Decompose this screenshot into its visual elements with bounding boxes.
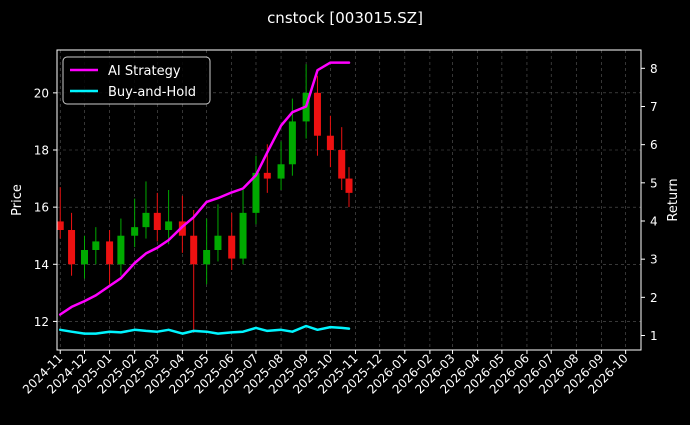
y-right-tick-label: 7 [650,100,658,114]
price-candle-body [178,221,186,236]
price-candle-body [106,241,114,265]
ai-strategy-line [58,61,351,316]
price-candle-body [92,241,100,250]
legend-label-buy-and-hold: Buy-and-Hold [108,85,196,100]
price-candle-body [131,227,139,236]
legend: AI Strategy Buy-and-Hold [62,56,211,105]
price-candle-body [117,235,125,265]
y-axis-right: 1 2 3 4 5 6 7 8 [641,62,658,343]
candle-layer [56,64,353,333]
price-candle-body [263,172,271,179]
plot-frame [56,49,642,351]
y-left-tick-label: 20 [34,86,49,100]
y-right-tick-label: 1 [650,329,658,343]
price-candle-body [277,164,285,179]
price-candle-body [203,250,211,265]
price-candle-body [252,172,260,213]
price-candle-body [214,235,222,250]
price-candle-body [190,235,198,265]
y-axis-left: 12 14 16 18 20 [34,86,57,329]
price-candle-body [81,250,89,265]
price-candle-body [228,235,236,259]
y-right-tick-label: 3 [650,253,658,267]
price-candle-body [338,150,346,179]
series-layer [58,61,351,335]
buy-and-hold-line [58,324,351,335]
price-candle-body [153,212,161,230]
price-candle-body [68,230,76,265]
y-left-tick-label: 14 [34,258,49,272]
y-left-tick-label: 18 [34,144,49,158]
y-right-tick-label: 4 [650,214,658,228]
y-left-tick-label: 16 [34,201,49,215]
y-right-tick-label: 5 [650,176,658,190]
y-right-tick-label: 8 [650,62,658,76]
y-right-tick-label: 6 [650,138,658,152]
price-candle-body [313,92,321,136]
y-right-tick-label: 2 [650,291,658,305]
price-candle-body [165,221,173,230]
price-candle-body [56,221,64,230]
price-candle-body [142,212,150,228]
y-axis-right-label: Return [666,178,681,221]
price-candle-body [326,135,334,150]
legend-label-ai-strategy: AI Strategy [108,64,181,79]
price-candle-body [239,212,247,259]
legend-box [62,56,211,105]
chart-title: cnstock [003015.SZ] [267,9,423,27]
price-candle-body [345,178,353,193]
y-left-tick-label: 12 [34,315,49,329]
price-candle-body [288,121,296,165]
y-axis-left-label: Price [10,184,25,216]
